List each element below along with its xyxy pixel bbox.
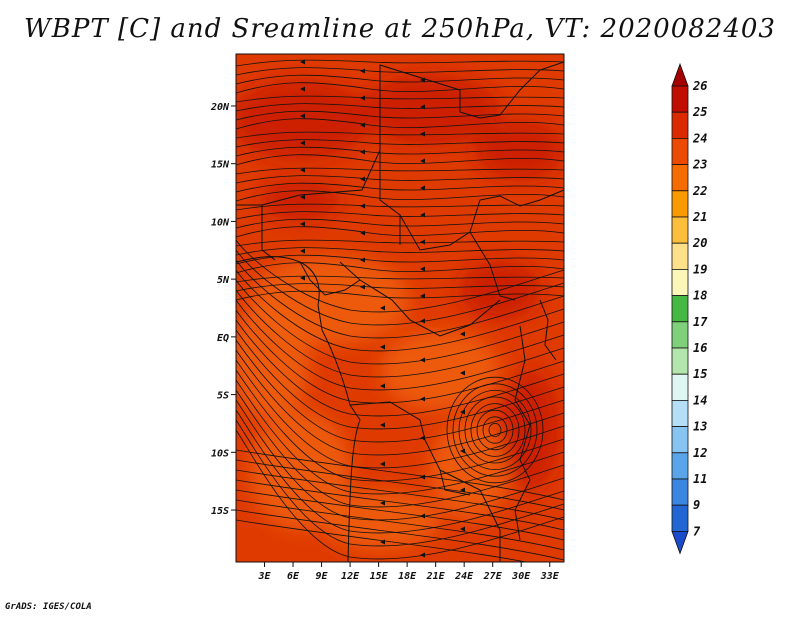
colorbar-swatch bbox=[671, 242, 689, 270]
colorbar-swatch bbox=[671, 426, 689, 454]
colorbar-label: 12 bbox=[693, 446, 707, 460]
colorbar-label: 24 bbox=[692, 131, 707, 145]
colorbar-label: 9 bbox=[693, 498, 700, 512]
streamline-arrows bbox=[300, 59, 465, 558]
colorbar-label: 23 bbox=[692, 158, 707, 172]
lat-tick-label: 20N bbox=[210, 102, 230, 113]
lon-tick-label: 21E bbox=[426, 571, 446, 582]
colorbar-label: 13 bbox=[693, 420, 707, 434]
colorbar-swatch bbox=[671, 347, 689, 375]
colorbar-swatch bbox=[671, 452, 689, 480]
colorbar: 26 25 24 23 22 21 20 19 18 17 16 15 14 13 12 11 9 7 bbox=[671, 62, 708, 555]
colorbar-label: 7 bbox=[693, 524, 701, 538]
lon-tick-label: 18E bbox=[398, 571, 417, 582]
lat-tick-label: 5S bbox=[217, 391, 229, 402]
colorbar-label: 22 bbox=[692, 184, 707, 198]
colorbar-label: 18 bbox=[693, 289, 707, 303]
latitude-axis: 20N 15N 10N 5N EQ 5S 10S 15S bbox=[210, 102, 236, 517]
map-area bbox=[236, 54, 564, 562]
colorbar-swatch bbox=[671, 295, 689, 323]
colorbar-swatch bbox=[671, 321, 689, 349]
colorbar-swatch bbox=[671, 164, 689, 192]
longitude-axis: 3E 6E 9E 12E 15E 18E 21E 24E 27E 30E 33E bbox=[257, 562, 560, 582]
streamlines bbox=[236, 59, 564, 562]
lon-tick-label: 24E bbox=[454, 571, 474, 582]
lat-tick-label: 10S bbox=[211, 448, 229, 459]
colorbar-swatch bbox=[671, 85, 689, 113]
lon-tick-label: 15E bbox=[370, 571, 389, 582]
lon-tick-label: 6E bbox=[287, 571, 300, 582]
lon-tick-label: 27E bbox=[483, 571, 503, 582]
credit-text: GrADS: IGES/COLA bbox=[5, 602, 92, 612]
colorbar-swatch bbox=[671, 111, 689, 139]
colorbar-swatch bbox=[671, 478, 689, 506]
colorbar-swatch bbox=[671, 504, 689, 532]
map-frame bbox=[235, 53, 565, 563]
lat-tick-label: EQ bbox=[217, 333, 229, 344]
colorbar-label: 20 bbox=[692, 236, 707, 250]
colorbar-label: 14 bbox=[693, 393, 707, 407]
lon-tick-label: 9E bbox=[316, 571, 329, 582]
lat-tick-label: 15S bbox=[211, 506, 229, 517]
colorbar-min-arrow bbox=[671, 531, 689, 555]
colorbar-label: 25 bbox=[692, 105, 707, 119]
colorbar-swatch bbox=[671, 190, 689, 218]
colorbar-swatch bbox=[671, 216, 689, 244]
colorbar-label: 16 bbox=[693, 341, 707, 355]
colorbar-label: 21 bbox=[692, 210, 707, 224]
colorbar-label: 11 bbox=[693, 472, 707, 486]
lon-tick-label: 30E bbox=[511, 571, 531, 582]
colorbar-swatch bbox=[671, 373, 689, 401]
lat-tick-label: 5N bbox=[217, 275, 230, 286]
lon-tick-label: 33E bbox=[540, 571, 560, 582]
chart-title: WBPT [C] and Sreamline at 250hPa, VT: 20… bbox=[24, 14, 776, 44]
lat-tick-label: 10N bbox=[211, 217, 230, 228]
colorbar-swatch bbox=[671, 137, 689, 165]
lon-tick-label: 12E bbox=[341, 571, 360, 582]
lat-tick-label: 15N bbox=[211, 160, 230, 171]
colorbar-label: 26 bbox=[692, 79, 707, 93]
colorbar-max-arrow bbox=[671, 62, 689, 87]
lon-tick-label: 3E bbox=[257, 571, 271, 582]
colorbar-label: 17 bbox=[693, 315, 708, 329]
colorbar-label: 15 bbox=[693, 367, 707, 381]
colorbar-label: 19 bbox=[693, 262, 707, 276]
colorbar-swatch bbox=[671, 399, 689, 427]
colorbar-swatch bbox=[671, 268, 689, 296]
